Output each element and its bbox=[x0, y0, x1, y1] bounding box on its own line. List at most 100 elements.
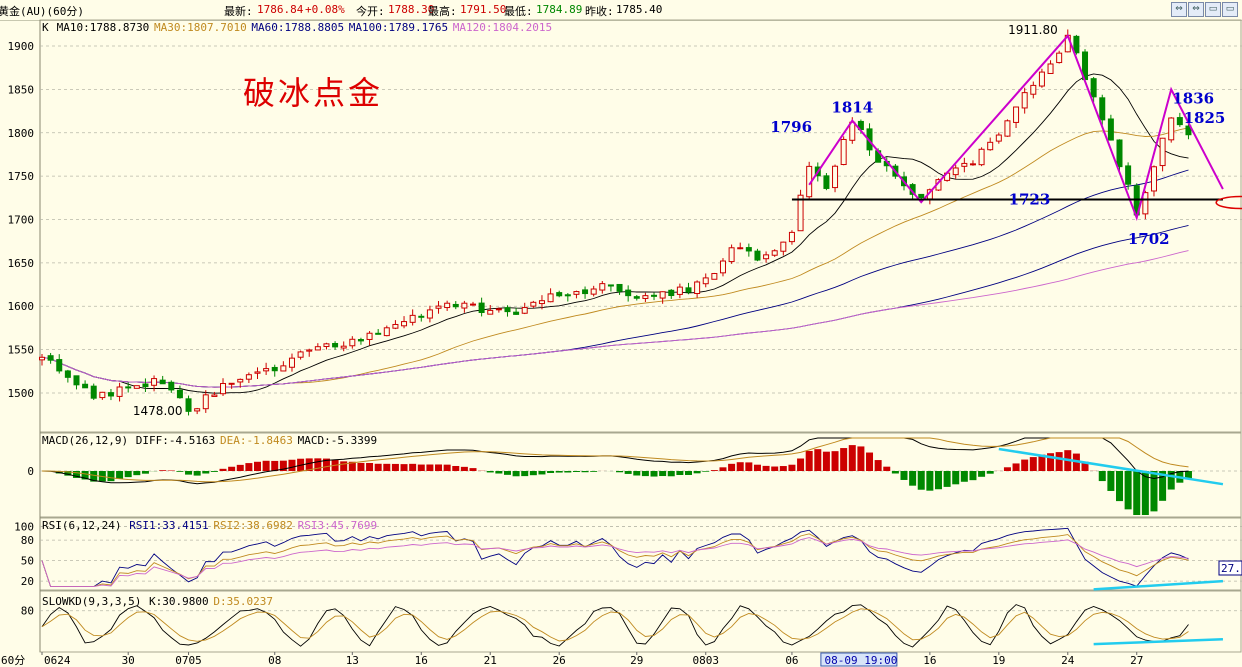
candle-body bbox=[582, 289, 589, 295]
candle bbox=[607, 284, 614, 292]
macd-histogram-bar bbox=[805, 450, 813, 471]
candle-body bbox=[263, 368, 270, 372]
macd-histogram-bar bbox=[779, 466, 787, 471]
candle bbox=[237, 378, 244, 388]
macd-histogram-bar bbox=[1159, 471, 1167, 501]
macd-histogram-bar bbox=[340, 461, 348, 471]
candle bbox=[288, 353, 295, 372]
macd-histogram-bar bbox=[176, 471, 184, 472]
candle-body bbox=[280, 365, 287, 372]
macd-histogram-bar bbox=[547, 471, 555, 473]
candle bbox=[1150, 165, 1157, 197]
candle bbox=[478, 297, 485, 317]
candle-body bbox=[357, 339, 364, 342]
candle-body bbox=[392, 323, 399, 329]
macd-histogram-bar bbox=[202, 471, 210, 474]
candle-body bbox=[125, 386, 132, 389]
candle bbox=[73, 375, 80, 390]
candle-body bbox=[1090, 78, 1097, 98]
candle bbox=[1038, 68, 1045, 88]
legend-item: K:30.9800 bbox=[149, 595, 209, 608]
prev-close-label: 昨收: bbox=[585, 5, 614, 18]
macd-histogram-bar bbox=[719, 467, 727, 471]
macd-histogram-bar bbox=[538, 471, 546, 475]
macd-histogram-bar bbox=[279, 460, 287, 471]
candle bbox=[176, 385, 183, 399]
candle bbox=[357, 337, 364, 345]
macd-histogram-bar bbox=[641, 471, 649, 477]
candle bbox=[719, 258, 726, 277]
candle bbox=[547, 288, 554, 303]
restore-button[interactable]: ▭ bbox=[1205, 2, 1221, 17]
rsi-tick-label: 50 bbox=[21, 555, 34, 568]
candle bbox=[151, 375, 158, 392]
candle-body bbox=[1185, 125, 1192, 136]
candle bbox=[159, 375, 166, 385]
macd-histogram-bar bbox=[857, 446, 865, 471]
candle bbox=[340, 341, 347, 352]
open-label: 今开: bbox=[356, 5, 385, 18]
macd-histogram-bar bbox=[529, 471, 537, 476]
candle bbox=[409, 309, 416, 326]
macd-histogram-bar bbox=[348, 461, 356, 471]
candle bbox=[401, 316, 408, 329]
candle-body bbox=[168, 381, 175, 391]
candle-body bbox=[1159, 137, 1166, 167]
macd-histogram-bar bbox=[960, 471, 968, 482]
candle bbox=[694, 280, 701, 298]
candle bbox=[995, 132, 1002, 144]
candle bbox=[840, 136, 847, 166]
candle bbox=[133, 385, 140, 389]
candle bbox=[685, 282, 692, 295]
candle-body bbox=[349, 338, 356, 347]
candle-body bbox=[771, 250, 778, 256]
x-tick-label: 0624 bbox=[44, 654, 71, 667]
macd-histogram-bar bbox=[366, 462, 374, 471]
candle-body bbox=[1116, 139, 1123, 168]
candle-body bbox=[969, 163, 976, 166]
macd-histogram-bar bbox=[133, 471, 141, 476]
shrink-button[interactable]: ⇔ bbox=[1171, 2, 1187, 17]
candle bbox=[211, 391, 218, 397]
high-value: 1791.50 bbox=[460, 3, 507, 16]
candle bbox=[625, 285, 632, 302]
legend-item: RSI1:33.4151 bbox=[129, 519, 208, 532]
candle bbox=[1073, 34, 1080, 55]
candle-body bbox=[918, 193, 925, 199]
rsi-value-tag-box bbox=[1218, 560, 1242, 576]
candle-body bbox=[82, 383, 89, 389]
candle bbox=[125, 382, 132, 393]
expand-button[interactable]: ⇔ bbox=[1188, 2, 1204, 17]
candle bbox=[1099, 94, 1106, 126]
candle bbox=[969, 160, 976, 166]
candle bbox=[452, 301, 459, 310]
candle bbox=[220, 378, 227, 396]
candle bbox=[1021, 87, 1028, 114]
legend-item: DEA:-1.8463 bbox=[220, 434, 293, 447]
macd-histogram-bar bbox=[900, 471, 908, 480]
candle-body bbox=[383, 327, 390, 337]
candle-body bbox=[754, 250, 761, 261]
candle bbox=[1013, 106, 1020, 129]
candle-body bbox=[202, 394, 209, 410]
candle bbox=[745, 243, 752, 257]
candle bbox=[659, 291, 666, 304]
macd-histogram-bar bbox=[831, 451, 839, 471]
candle-body bbox=[1150, 166, 1157, 192]
candle bbox=[1176, 112, 1183, 127]
macd-histogram-bar bbox=[753, 464, 761, 471]
axis-labels: 1500155016001650170017501800185019000100… bbox=[1, 40, 1143, 667]
candle bbox=[513, 307, 520, 315]
candle bbox=[495, 307, 502, 313]
macd-histogram-bar bbox=[322, 458, 330, 471]
prev-close-value: 1785.40 bbox=[616, 3, 663, 16]
candle-body bbox=[332, 342, 339, 348]
candle-body bbox=[513, 311, 520, 315]
candle bbox=[306, 348, 313, 357]
ma-line-ma100 bbox=[41, 224, 1189, 388]
candle-body bbox=[737, 247, 744, 250]
maximize-button[interactable]: ▭ bbox=[1222, 2, 1238, 17]
macd-histogram-bar bbox=[693, 471, 701, 474]
